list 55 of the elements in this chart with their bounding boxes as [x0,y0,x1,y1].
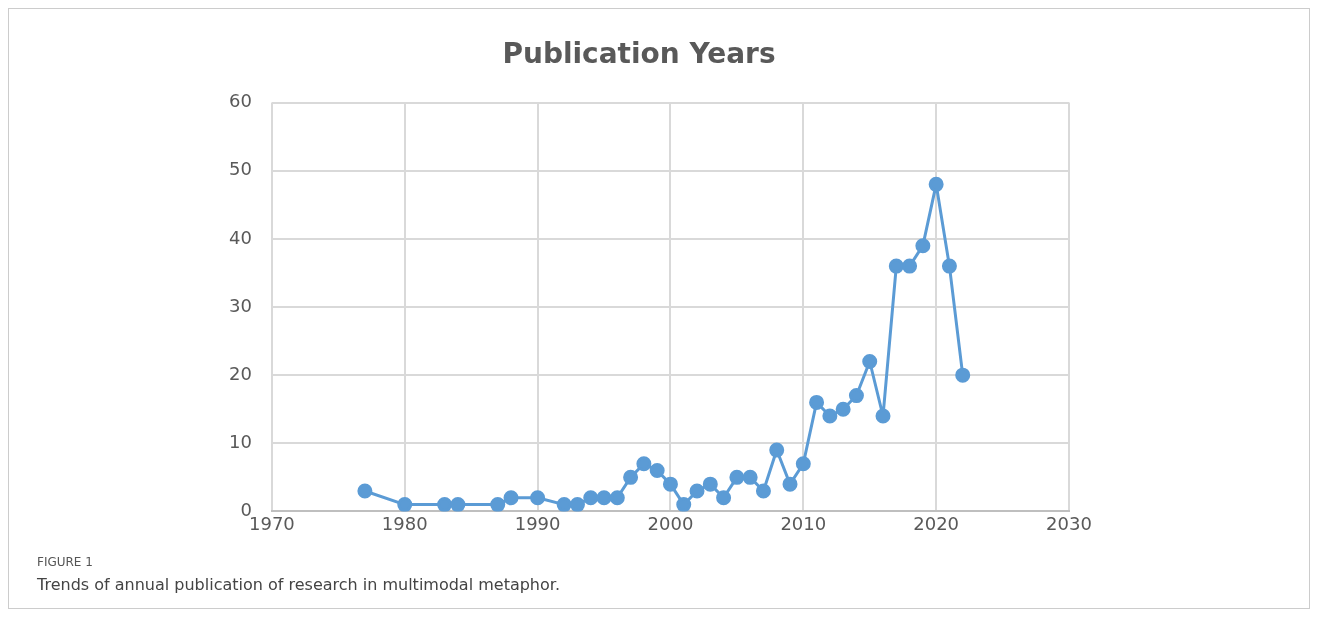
y-tick-label: 40 [229,226,252,248]
point [569,497,585,512]
x-tick-label: 1990 [514,512,561,534]
point [729,469,745,485]
x-tick-label: 1980 [381,512,428,534]
y-tick-label: 10 [229,430,252,452]
point [822,408,838,424]
point [556,497,572,512]
point [782,476,798,492]
point [596,490,612,506]
point [769,442,785,458]
point [955,367,971,383]
point [437,497,453,512]
point [755,483,771,499]
point [490,497,506,512]
point [915,238,931,254]
point [742,469,758,485]
point [609,490,625,506]
x-tick-label: 2020 [913,512,960,534]
x-tick-label: 2030 [1046,512,1092,534]
point [848,388,864,404]
y-tick-label: 60 [229,90,252,112]
point [689,483,705,499]
point [928,176,944,192]
point [902,258,918,274]
x-tick-label: 2010 [780,512,827,534]
point [888,258,904,274]
point [875,408,891,424]
point [623,469,639,485]
point [809,394,825,410]
y-tick-label: 0 [240,499,252,521]
x-tick-label: 1970 [249,512,295,534]
point [835,401,851,417]
point [676,497,692,512]
point [716,490,732,506]
point [530,490,546,506]
point [583,490,599,506]
point [649,463,665,479]
point [397,497,413,512]
point [450,497,466,512]
caption: FIGURE 1 [37,555,94,569]
point [795,456,811,472]
x-tick-label: 2000 [647,512,694,534]
y-tick-label: 20 [229,362,252,384]
text: Trends of annual publication of research in multimodal metaphor. [37,575,561,594]
point [702,476,718,492]
point [503,490,519,506]
point [941,258,957,274]
chart-title: Publication Years [502,37,776,71]
point [862,354,878,370]
y-tick-label: 30 [229,294,252,316]
point [357,483,373,499]
point [636,456,652,472]
point [662,476,678,492]
y-tick-label: 50 [229,158,252,180]
